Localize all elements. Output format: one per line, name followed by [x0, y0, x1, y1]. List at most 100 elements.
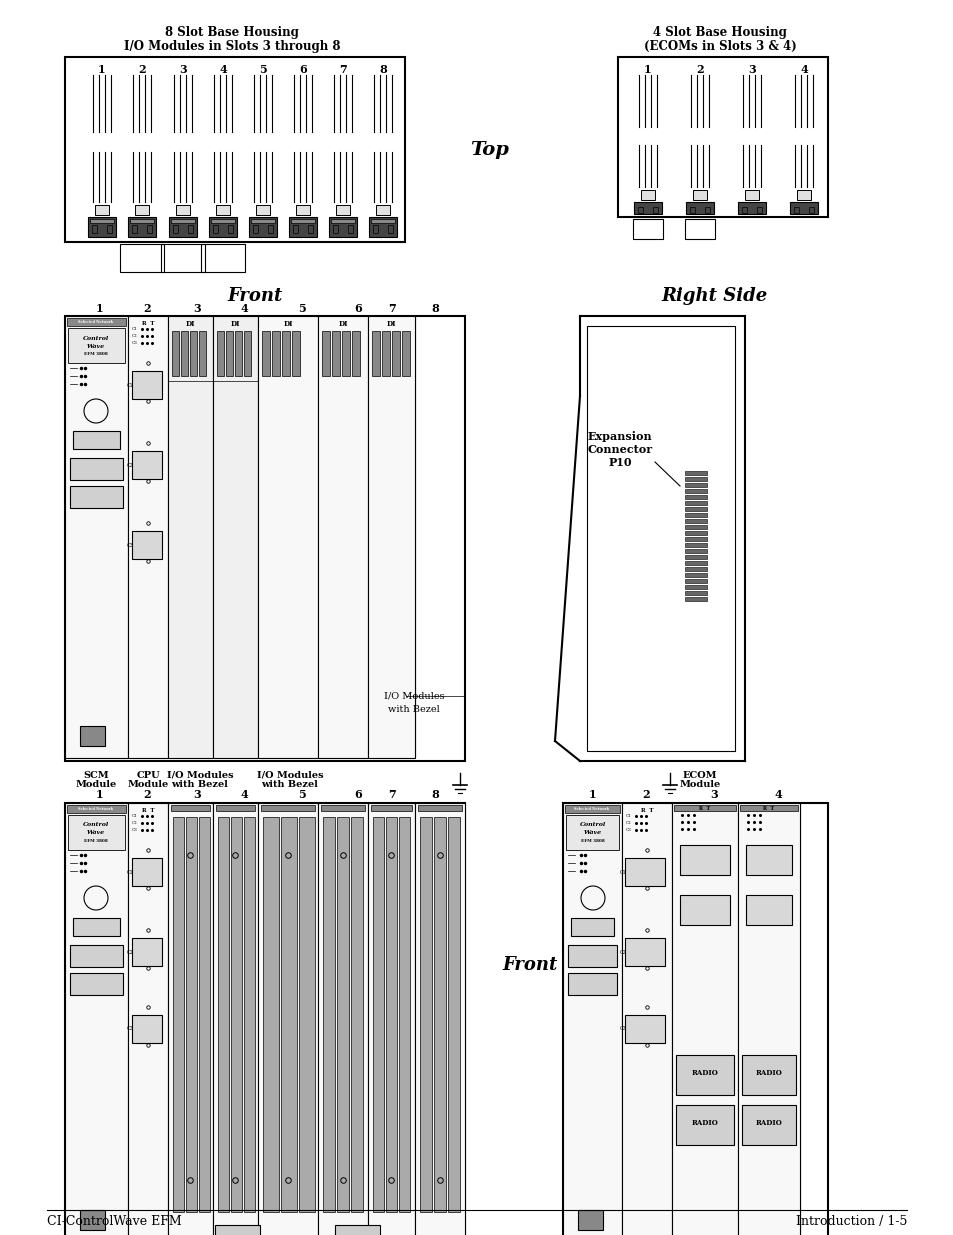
- Bar: [199, 818, 210, 1212]
- Text: C3: C3: [127, 542, 133, 547]
- Text: Wave: Wave: [87, 830, 105, 836]
- Bar: [624, 939, 664, 966]
- Bar: [132, 1015, 162, 1044]
- Bar: [215, 205, 230, 215]
- Bar: [684, 543, 706, 547]
- Bar: [255, 205, 270, 215]
- Bar: [638, 207, 642, 212]
- Text: Wave: Wave: [87, 343, 105, 348]
- Bar: [684, 477, 706, 480]
- Bar: [684, 513, 706, 517]
- Bar: [388, 225, 393, 233]
- Text: 7: 7: [338, 63, 347, 74]
- Bar: [181, 331, 188, 375]
- Text: 7: 7: [388, 789, 395, 800]
- Bar: [634, 203, 661, 214]
- Bar: [684, 219, 714, 240]
- Bar: [168, 316, 213, 758]
- Bar: [132, 531, 162, 559]
- Bar: [336, 818, 349, 1212]
- Text: 3: 3: [709, 789, 717, 800]
- Bar: [175, 205, 190, 215]
- Text: DI: DI: [338, 320, 348, 329]
- Bar: [211, 219, 234, 224]
- Bar: [684, 592, 706, 595]
- Bar: [88, 217, 116, 237]
- Bar: [567, 945, 617, 967]
- Bar: [161, 245, 205, 272]
- Bar: [320, 805, 365, 811]
- Text: Module: Module: [75, 779, 116, 788]
- Text: I/O Modules: I/O Modules: [167, 771, 233, 779]
- Bar: [253, 225, 257, 233]
- Bar: [684, 567, 706, 571]
- Bar: [186, 818, 196, 1212]
- Text: 4: 4: [773, 789, 781, 800]
- Bar: [369, 217, 396, 237]
- Bar: [684, 471, 706, 475]
- Bar: [352, 331, 359, 375]
- Bar: [226, 331, 233, 375]
- Text: ECOM: ECOM: [682, 771, 717, 779]
- Bar: [624, 858, 664, 885]
- Bar: [199, 331, 206, 375]
- Bar: [684, 531, 706, 535]
- Bar: [65, 803, 464, 1235]
- Bar: [261, 805, 314, 811]
- Bar: [684, 489, 706, 493]
- Bar: [80, 1210, 105, 1230]
- Bar: [586, 326, 734, 751]
- Bar: [67, 805, 126, 813]
- Bar: [684, 525, 706, 529]
- Bar: [808, 207, 813, 212]
- Bar: [209, 217, 236, 237]
- Text: R  T: R T: [699, 806, 710, 811]
- Bar: [188, 225, 193, 233]
- Text: 5: 5: [297, 303, 306, 314]
- Bar: [70, 487, 123, 508]
- Text: 5: 5: [259, 63, 267, 74]
- Bar: [70, 973, 123, 995]
- Bar: [567, 973, 617, 995]
- Text: R  T: R T: [762, 806, 774, 811]
- Text: P10: P10: [608, 457, 631, 468]
- Text: DI: DI: [185, 320, 194, 329]
- Bar: [135, 205, 149, 215]
- Text: EFM 3808: EFM 3808: [84, 352, 108, 356]
- Bar: [323, 818, 335, 1212]
- Bar: [621, 803, 671, 1235]
- Bar: [333, 225, 337, 233]
- Bar: [263, 818, 278, 1212]
- Bar: [65, 316, 464, 761]
- Bar: [147, 225, 152, 233]
- Text: Right Side: Right Side: [661, 287, 767, 305]
- Text: 1: 1: [96, 303, 104, 314]
- Text: 2: 2: [143, 789, 151, 800]
- Bar: [375, 205, 390, 215]
- Bar: [293, 225, 297, 233]
- Bar: [298, 818, 314, 1212]
- Bar: [689, 207, 695, 212]
- Bar: [741, 207, 746, 212]
- Text: Control: Control: [579, 823, 605, 827]
- Bar: [684, 495, 706, 499]
- Text: 3: 3: [179, 63, 187, 74]
- Bar: [741, 1055, 795, 1095]
- Text: I/O Modules: I/O Modules: [383, 692, 444, 700]
- Text: Selected Network: Selected Network: [78, 320, 113, 324]
- Bar: [351, 818, 363, 1212]
- Bar: [80, 726, 105, 746]
- Bar: [70, 458, 123, 480]
- Text: Top: Top: [470, 141, 509, 159]
- Bar: [692, 190, 706, 200]
- Bar: [322, 331, 330, 375]
- Text: C1: C1: [127, 869, 133, 874]
- Bar: [172, 331, 179, 375]
- Bar: [415, 803, 464, 1235]
- Bar: [172, 818, 184, 1212]
- Text: 8: 8: [431, 789, 438, 800]
- Bar: [317, 803, 368, 1235]
- Text: SCM: SCM: [83, 771, 109, 779]
- Text: Module: Module: [128, 779, 169, 788]
- Text: CPU: CPU: [136, 771, 160, 779]
